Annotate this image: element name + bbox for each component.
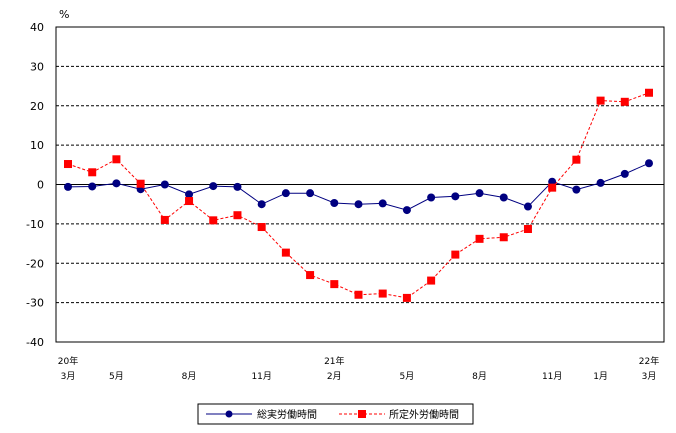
data-point-0 — [160, 180, 169, 189]
data-point-1 — [499, 233, 508, 242]
data-point-1 — [620, 97, 629, 106]
data-point-0 — [499, 193, 508, 202]
data-point-1 — [88, 168, 97, 177]
data-point-1 — [209, 216, 218, 225]
x-tick-label: 11月 — [542, 371, 562, 382]
data-point-1 — [596, 96, 605, 105]
data-point-0 — [112, 179, 121, 188]
x-tick-year-label: 20年 — [58, 355, 78, 367]
data-point-1 — [427, 276, 436, 285]
legend-label-0: 総実労働時間 — [257, 408, 317, 421]
y-tick-label: 30 — [30, 60, 44, 73]
legend: 総実労働時間 所定外労働時間 — [197, 403, 474, 425]
legend-marker-1 — [358, 410, 366, 418]
data-point-1 — [354, 290, 363, 299]
x-tick-label: 3月 — [61, 371, 76, 382]
legend-box — [197, 403, 474, 425]
legend-marker-0 — [225, 410, 233, 418]
gridlines — [56, 65, 664, 304]
x-tick-label: 1月 — [593, 371, 608, 382]
data-point-1 — [233, 211, 242, 220]
data-point-0 — [354, 200, 363, 209]
data-point-0 — [209, 182, 218, 191]
x-tick-label: 3月 — [642, 371, 657, 382]
data-point-0 — [306, 189, 315, 198]
y-tick-label: -10 — [26, 218, 44, 231]
legend-label-1: 所定外労働時間 — [389, 408, 459, 421]
x-tick-label: 2月 — [327, 371, 342, 382]
data-point-0 — [645, 159, 653, 168]
data-point-1 — [330, 280, 339, 289]
data-point-0 — [523, 202, 532, 211]
data-point-1 — [160, 215, 169, 224]
data-point-0 — [620, 169, 629, 178]
data-point-1 — [548, 183, 557, 192]
data-point-1 — [572, 155, 581, 164]
data-point-0 — [281, 189, 290, 198]
data-point-0 — [596, 178, 605, 187]
x-axis-ticks: 20年 3月 5月 8月 11月 21年 2月 5月 8月 11月 1月 22年 3月 — [58, 355, 659, 382]
x-tick-label: 8月 — [472, 371, 487, 382]
data-point-0 — [402, 206, 411, 215]
data-point-1 — [306, 271, 315, 280]
x-tick-label: 11月 — [251, 371, 271, 382]
x-tick-year-label: 22年 — [639, 355, 659, 367]
y-tick-label: 0 — [37, 179, 44, 192]
data-point-0 — [185, 190, 194, 199]
data-point-1 — [185, 197, 194, 206]
data-point-0 — [378, 199, 387, 208]
y-tick-label: -20 — [26, 257, 44, 270]
data-point-1 — [451, 250, 460, 259]
y-tick-label: -30 — [26, 297, 44, 310]
data-point-1 — [523, 224, 532, 233]
x-tick-label: 5月 — [109, 371, 124, 382]
data-point-1 — [257, 223, 266, 232]
x-tick-label: 8月 — [182, 371, 197, 382]
data-point-1 — [112, 155, 121, 164]
x-tick-label: 5月 — [400, 371, 415, 382]
data-point-1 — [136, 179, 145, 188]
y-tick-label: -40 — [26, 336, 44, 349]
y-tick-label: 10 — [30, 139, 44, 152]
data-point-0 — [330, 199, 339, 208]
data-point-0 — [257, 200, 266, 209]
data-point-0 — [88, 182, 97, 191]
y-tick-label: 40 — [30, 21, 44, 34]
data-point-1 — [378, 289, 387, 298]
data-point-1 — [475, 234, 484, 243]
x-tick-year-label: 21年 — [324, 355, 344, 367]
data-point-0 — [64, 182, 72, 191]
data-point-1 — [281, 248, 290, 257]
y-axis-ticks: 40 30 20 10 0 -10 -20 -30 -40 — [26, 21, 44, 349]
data-point-1 — [402, 293, 411, 302]
data-point-0 — [427, 193, 436, 202]
data-point-0 — [475, 189, 484, 198]
data-point-1 — [645, 88, 653, 97]
data-point-1 — [64, 160, 72, 169]
data-point-0 — [233, 182, 242, 191]
y-tick-label: 20 — [30, 100, 44, 113]
data-point-0 — [451, 192, 460, 201]
data-point-0 — [572, 185, 581, 194]
series-layer — [64, 88, 653, 302]
series-line-1 — [67, 92, 650, 299]
y-axis-unit: % — [59, 8, 69, 21]
